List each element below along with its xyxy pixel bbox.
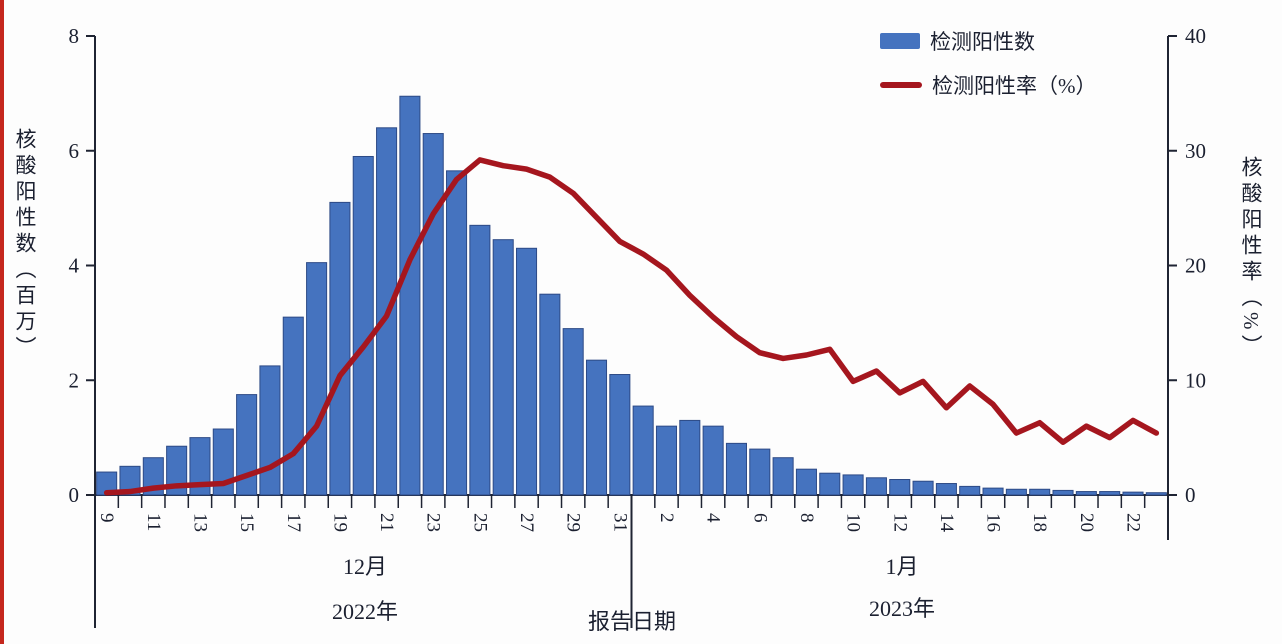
- bar-positive-count: [655, 425, 678, 496]
- legend: 检测阳性数 检测阳性率（%）: [880, 26, 1097, 100]
- bar-positive-count: [166, 445, 188, 496]
- bar-positive-count: [819, 472, 841, 496]
- x-axis-tick-label: 8: [796, 513, 817, 523]
- x-axis-tick-label: 11: [143, 513, 164, 531]
- right-axis-tick-label: 10: [1185, 368, 1206, 392]
- x-axis-tick-label: 10: [843, 513, 864, 532]
- bar-positive-count: [422, 133, 444, 496]
- x-axis-tick-label: 4: [703, 513, 724, 523]
- legend-bar-swatch: [880, 33, 920, 49]
- bar-positive-count: [492, 239, 514, 496]
- x-axis-title: 报告日期: [587, 609, 676, 634]
- right-axis-tick-label: 30: [1185, 139, 1206, 163]
- x-axis-tick-label: 2: [656, 513, 677, 523]
- x-axis-tick-label: 18: [1029, 513, 1050, 532]
- month-label-january: 1月: [885, 554, 919, 579]
- bar-positive-count: [609, 374, 631, 496]
- bar-positive-count: [1122, 491, 1144, 496]
- left-axis-tick-label: 8: [69, 24, 80, 48]
- year-label-2022: 2022年: [331, 599, 398, 624]
- bar-positive-count: [982, 487, 1004, 496]
- legend-item-positive-rate: 检测阳性率（%）: [880, 70, 1097, 100]
- bar-positive-count: [329, 201, 351, 496]
- x-axis-tick-label: 31: [609, 513, 630, 532]
- x-axis-tick-label: 17: [283, 513, 304, 532]
- bar-positive-count: [446, 170, 468, 496]
- x-axis-tick-label: 27: [516, 513, 537, 532]
- year-label-2023: 2023年: [868, 596, 935, 621]
- right-axis-tick-label: 0: [1185, 483, 1196, 507]
- bar-positive-count: [306, 262, 328, 496]
- x-axis-tick-label: 13: [189, 513, 210, 532]
- bar-positive-count: [259, 365, 281, 496]
- bar-positive-count: [399, 95, 421, 496]
- bar-positive-count: [912, 480, 934, 496]
- legend-bar-label: 检测阳性数: [930, 30, 1035, 54]
- x-axis-tick-label: 14: [936, 513, 957, 533]
- left-axis-tick-label: 4: [69, 254, 80, 278]
- right-axis-title: 核酸阳性率（%）: [1239, 156, 1263, 361]
- x-axis-tick-label: 6: [749, 513, 770, 523]
- bar-positive-count: [842, 474, 864, 496]
- x-axis-tick-label: 15: [236, 513, 257, 532]
- x-axis-tick-label: 21: [376, 513, 397, 532]
- x-axis-tick-label: 20: [1076, 513, 1097, 532]
- x-axis-tick-label: 16: [983, 513, 1004, 532]
- bar-positive-count: [889, 479, 911, 496]
- legend-line-swatch: [880, 82, 922, 88]
- bar-positive-count: [1052, 489, 1074, 496]
- bar-positive-count: [725, 442, 747, 496]
- bar-positive-count: [212, 428, 234, 496]
- right-axis-tick-label: 20: [1185, 254, 1206, 278]
- bar-positive-count: [632, 405, 654, 496]
- bar-positive-count: [282, 316, 304, 496]
- bar-positive-count: [1145, 492, 1167, 496]
- x-axis-tick-label: 19: [329, 513, 350, 532]
- legend-item-positive-count: 检测阳性数: [880, 26, 1097, 56]
- bar-positive-count: [189, 437, 211, 496]
- x-axis-tick-label: 29: [563, 513, 584, 532]
- bar-positive-count: [562, 328, 584, 496]
- bar-positive-count: [585, 359, 608, 496]
- x-axis-tick-label: 12: [889, 513, 910, 532]
- bar-positive-count: [935, 483, 957, 496]
- right-axis-tick-label: 40: [1185, 24, 1206, 48]
- x-axis-tick-label: 22: [1123, 513, 1144, 532]
- bar-positive-count: [469, 224, 491, 496]
- bar-positive-count: [119, 465, 141, 496]
- x-axis-tick-label: 9: [96, 513, 117, 523]
- x-axis-tick-label: 23: [423, 513, 444, 532]
- bar-positive-count: [772, 457, 794, 496]
- bar-positive-count: [1029, 488, 1051, 496]
- bar-positive-count: [679, 419, 701, 496]
- page-edge-stripe: [0, 0, 4, 644]
- bar-positive-count: [1075, 491, 1097, 496]
- left-axis-tick-label: 2: [69, 368, 80, 392]
- x-axis-tick-label: 25: [469, 513, 490, 532]
- positive-rate-line: [103, 157, 1160, 496]
- bar-positive-count: [959, 485, 981, 496]
- bar-positive-count: [516, 247, 538, 496]
- bar-positive-count: [795, 468, 817, 496]
- bar-positive-count: [749, 448, 771, 496]
- left-axis-title: 核酸阳性数（百万）: [13, 128, 37, 362]
- month-label-december: 12月: [342, 554, 387, 579]
- bar-positive-count: [702, 425, 724, 496]
- left-axis-tick-label: 6: [69, 139, 80, 163]
- bar-positive-count: [539, 293, 561, 496]
- legend-line-label: 检测阳性率（%）: [932, 74, 1097, 98]
- bar-positive-count: [1099, 491, 1121, 496]
- bar-positive-count: [1005, 488, 1027, 496]
- bar-positive-count: [236, 394, 258, 496]
- left-axis-tick-label: 0: [69, 483, 80, 507]
- bar-positive-count: [352, 155, 374, 496]
- bar-positive-count: [865, 477, 887, 496]
